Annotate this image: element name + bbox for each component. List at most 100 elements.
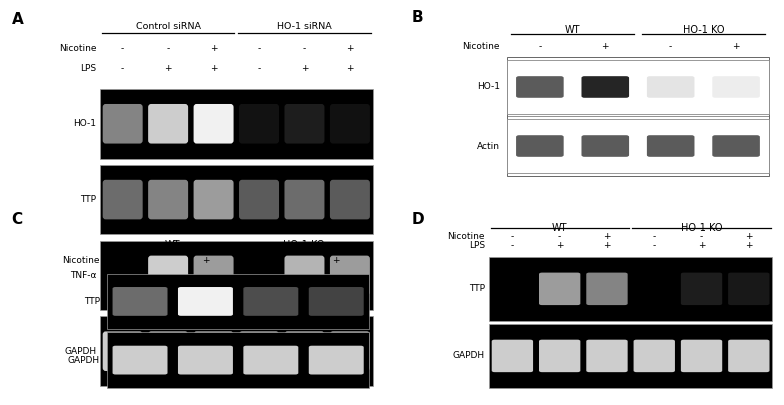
FancyBboxPatch shape <box>330 104 370 143</box>
FancyBboxPatch shape <box>330 180 370 220</box>
Text: HO-1 KO: HO-1 KO <box>683 25 724 35</box>
Text: +: + <box>556 241 564 251</box>
Text: WT: WT <box>165 241 180 250</box>
FancyBboxPatch shape <box>178 287 233 316</box>
FancyBboxPatch shape <box>148 104 188 143</box>
Text: -: - <box>257 45 260 53</box>
Text: Nicotine: Nicotine <box>463 42 500 51</box>
Text: TTP: TTP <box>84 297 100 306</box>
FancyBboxPatch shape <box>582 76 629 98</box>
FancyBboxPatch shape <box>285 331 325 371</box>
Text: -: - <box>510 241 514 251</box>
Text: +: + <box>210 64 217 73</box>
FancyBboxPatch shape <box>309 287 364 316</box>
FancyBboxPatch shape <box>100 165 372 234</box>
Text: -: - <box>652 232 656 241</box>
FancyBboxPatch shape <box>148 256 188 295</box>
FancyBboxPatch shape <box>107 273 369 329</box>
Text: -: - <box>652 241 656 251</box>
FancyBboxPatch shape <box>103 180 143 220</box>
Text: Nicotine: Nicotine <box>59 45 96 53</box>
FancyBboxPatch shape <box>148 180 188 220</box>
FancyBboxPatch shape <box>100 89 372 159</box>
Text: -: - <box>139 256 142 265</box>
FancyBboxPatch shape <box>239 180 279 220</box>
FancyBboxPatch shape <box>239 104 279 143</box>
FancyBboxPatch shape <box>285 104 325 143</box>
Text: HO-1: HO-1 <box>477 83 500 92</box>
Text: GAPDH: GAPDH <box>68 356 100 364</box>
Text: GAPDH: GAPDH <box>453 352 485 360</box>
Text: Actin: Actin <box>477 141 500 151</box>
FancyBboxPatch shape <box>633 340 675 372</box>
Text: +: + <box>732 42 740 51</box>
Text: +: + <box>603 232 611 241</box>
FancyBboxPatch shape <box>728 340 770 372</box>
Text: Control siRNA: Control siRNA <box>136 22 201 31</box>
Text: +: + <box>210 45 217 53</box>
Text: +: + <box>201 256 209 265</box>
Text: Nicotine: Nicotine <box>448 232 485 241</box>
Text: Nicotine: Nicotine <box>63 256 100 265</box>
Text: D: D <box>412 213 424 228</box>
FancyBboxPatch shape <box>582 135 629 157</box>
Text: -: - <box>510 232 514 241</box>
FancyBboxPatch shape <box>309 346 364 375</box>
Text: -: - <box>669 42 673 51</box>
Text: HO-1: HO-1 <box>73 119 96 128</box>
Text: WT: WT <box>564 25 580 35</box>
FancyBboxPatch shape <box>713 76 760 98</box>
FancyBboxPatch shape <box>103 104 143 143</box>
Text: -: - <box>558 232 561 241</box>
FancyBboxPatch shape <box>113 346 168 375</box>
Text: C: C <box>12 213 23 228</box>
FancyBboxPatch shape <box>194 104 234 143</box>
FancyBboxPatch shape <box>285 180 325 220</box>
Text: +: + <box>601 42 609 51</box>
Text: -: - <box>269 256 273 265</box>
Text: +: + <box>745 241 753 251</box>
FancyBboxPatch shape <box>647 135 695 157</box>
Text: LPS: LPS <box>469 241 485 251</box>
FancyBboxPatch shape <box>507 119 769 173</box>
Text: B: B <box>412 10 423 25</box>
Text: +: + <box>301 64 308 73</box>
Text: HO-1 siRNA: HO-1 siRNA <box>277 22 332 31</box>
Text: -: - <box>121 64 125 73</box>
FancyBboxPatch shape <box>194 180 234 220</box>
FancyBboxPatch shape <box>516 76 564 98</box>
Text: +: + <box>347 45 354 53</box>
FancyBboxPatch shape <box>681 273 722 305</box>
FancyBboxPatch shape <box>492 340 533 372</box>
Text: TTP: TTP <box>80 195 96 204</box>
FancyBboxPatch shape <box>539 273 580 305</box>
Text: -: - <box>166 45 170 53</box>
FancyBboxPatch shape <box>113 287 168 316</box>
FancyBboxPatch shape <box>107 332 369 388</box>
FancyBboxPatch shape <box>243 346 299 375</box>
FancyBboxPatch shape <box>647 76 695 98</box>
FancyBboxPatch shape <box>586 340 628 372</box>
Text: GAPDH: GAPDH <box>64 347 96 356</box>
Text: -: - <box>700 232 703 241</box>
Text: +: + <box>165 64 172 73</box>
Text: LPS: LPS <box>80 64 96 73</box>
FancyBboxPatch shape <box>507 60 769 114</box>
FancyBboxPatch shape <box>539 340 580 372</box>
Text: HO-1 KO: HO-1 KO <box>681 223 722 233</box>
Text: -: - <box>303 45 306 53</box>
FancyBboxPatch shape <box>516 135 564 157</box>
FancyBboxPatch shape <box>681 340 722 372</box>
Text: TNF-α: TNF-α <box>70 271 96 280</box>
FancyBboxPatch shape <box>285 256 325 295</box>
FancyBboxPatch shape <box>488 324 772 388</box>
Text: A: A <box>12 12 24 27</box>
FancyBboxPatch shape <box>103 331 143 371</box>
FancyBboxPatch shape <box>239 331 279 371</box>
FancyBboxPatch shape <box>586 273 628 305</box>
Text: +: + <box>698 241 706 251</box>
FancyBboxPatch shape <box>194 331 234 371</box>
FancyBboxPatch shape <box>330 331 370 371</box>
FancyBboxPatch shape <box>713 135 760 157</box>
Text: WT: WT <box>552 223 568 233</box>
